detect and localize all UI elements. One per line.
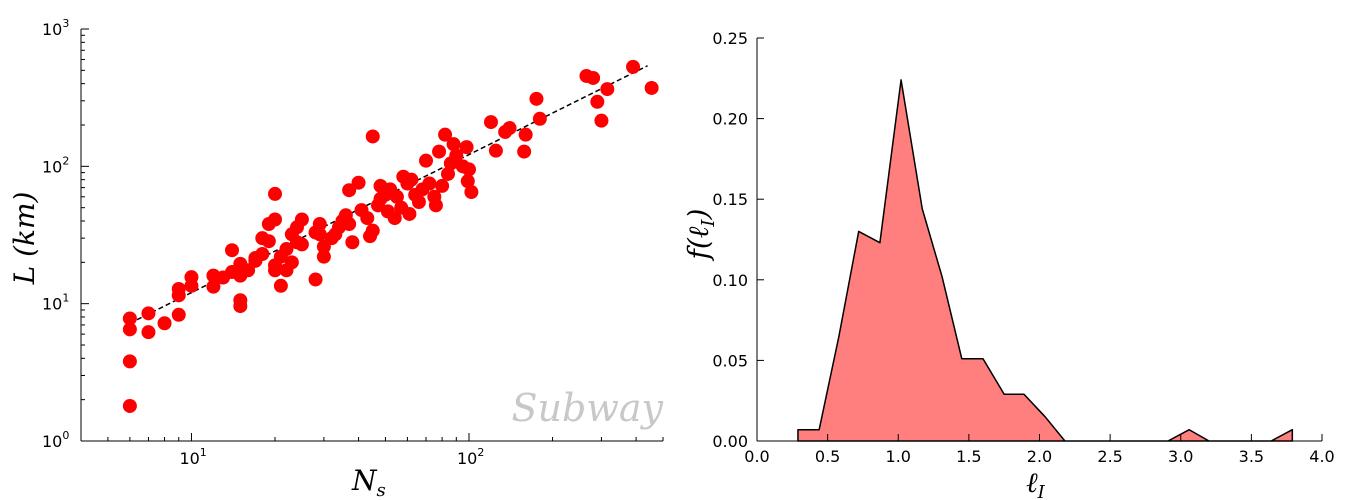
scatter-point (122, 398, 137, 413)
scatter-point (342, 217, 357, 232)
scatter-point (345, 235, 360, 250)
scatter-point (241, 263, 256, 278)
scatter-point (517, 144, 532, 159)
scatter-point (308, 272, 323, 287)
scatter-point (279, 242, 294, 257)
scatter-point (141, 325, 156, 340)
y-tick-label: 0.20 (712, 110, 748, 129)
y-tick-label: 0.00 (712, 432, 748, 451)
scatter-point (312, 227, 327, 242)
scatter-point (644, 80, 659, 95)
scatter-point (460, 174, 475, 189)
y-tick-label: 100 (42, 429, 69, 451)
y-tick-label: 0.25 (712, 29, 748, 48)
scatter-point (488, 143, 503, 158)
scatter-point (586, 70, 601, 85)
scatter-point (422, 176, 437, 191)
y-tick-label: 0.15 (712, 190, 748, 209)
scatter-point (284, 255, 299, 270)
scatter-chart: Subway 101 102 100 101 102 103 Ns L (km) (8, 17, 664, 500)
scatter-point (351, 175, 366, 190)
scatter-point (122, 311, 137, 326)
x-axis-label: ℓI (1026, 466, 1046, 500)
x-tick-label: 3.0 (1168, 447, 1193, 466)
scatter-point (464, 185, 479, 200)
scatter-point (432, 144, 447, 159)
scatter-point (389, 189, 404, 204)
scatter-point (225, 243, 240, 258)
scatter-point (360, 211, 375, 226)
scatter-point (402, 206, 417, 221)
y-tick-label: 0.10 (712, 271, 748, 290)
scatter-point (446, 137, 461, 152)
x-tick-label: 1.5 (956, 447, 981, 466)
x-tick-label: 2.5 (1097, 447, 1122, 466)
scatter-point (428, 198, 443, 213)
scatter-point (626, 59, 641, 74)
scatter-point (268, 186, 282, 201)
scatter-point (261, 234, 276, 249)
scatter-point (483, 115, 498, 130)
scatter-points-layer (122, 59, 659, 413)
x-tick-label: 101 (179, 446, 206, 468)
scatter-point (529, 91, 544, 106)
x-tick-label: 102 (457, 446, 484, 468)
x-tick-label: 0.0 (744, 447, 769, 466)
scatter-point (440, 166, 455, 181)
scatter-point (518, 127, 533, 142)
scatter-point (233, 293, 248, 308)
x-tick-label: 4.0 (1309, 447, 1334, 466)
scatter-point (532, 111, 547, 126)
scatter-point (268, 212, 282, 227)
scatter-point (435, 178, 450, 193)
scatter-point (342, 183, 357, 198)
scatter-point (157, 316, 172, 331)
scatter-point (459, 140, 474, 155)
scatter-point (387, 211, 402, 226)
scatter-point (294, 212, 309, 227)
scatter-point (273, 278, 288, 293)
x-tick-label: 2.0 (1027, 447, 1052, 466)
x-tick-label: 0.5 (815, 447, 840, 466)
scatter-point (294, 237, 309, 252)
x-tick-label: 3.5 (1239, 447, 1264, 466)
y-tick-label: 101 (42, 292, 69, 314)
scatter-point (600, 82, 615, 97)
scatter-point (590, 94, 605, 109)
scatter-point (438, 127, 453, 142)
scatter-point (171, 307, 186, 322)
scatter-point (365, 223, 380, 238)
scatter-point (449, 148, 464, 163)
watermark-label: Subway (512, 386, 664, 430)
scatter-point (171, 281, 186, 296)
y-tick-label: 103 (42, 17, 69, 39)
scatter-point (462, 162, 476, 177)
scatter-point (312, 217, 327, 232)
scatter-point (419, 153, 434, 168)
scatter-point (268, 263, 282, 278)
x-axis-label: Ns (351, 464, 386, 500)
scatter-point (122, 354, 137, 369)
distribution-area (797, 79, 1294, 442)
area-chart: 0.0 0.5 1.0 1.5 2.0 2.5 3.0 3.5 4.0 0.00 0.05 0.10 0… (682, 29, 1335, 500)
y-axis-label: f(ℓI) (682, 208, 719, 261)
scatter-point (316, 249, 331, 264)
y-tick-label: 102 (42, 154, 69, 176)
scatter-point (184, 270, 199, 285)
scatter-point (122, 322, 137, 337)
y-axis-label: L (km) (8, 192, 41, 286)
scatter-point (594, 113, 609, 128)
y-tick-label: 0.05 (712, 351, 748, 370)
scatter-point (502, 121, 517, 136)
scatter-point (404, 172, 419, 187)
scatter-point (365, 129, 380, 144)
x-tick-label: 1.0 (886, 447, 911, 466)
scatter-point (206, 279, 221, 294)
tick-layer: 0.0 0.5 1.0 1.5 2.0 2.5 3.0 3.5 4.0 0.00 0.05 0.10 0… (712, 29, 1334, 466)
scatter-point (141, 306, 156, 321)
scatter-point (255, 246, 270, 261)
scatter-point (411, 194, 426, 209)
